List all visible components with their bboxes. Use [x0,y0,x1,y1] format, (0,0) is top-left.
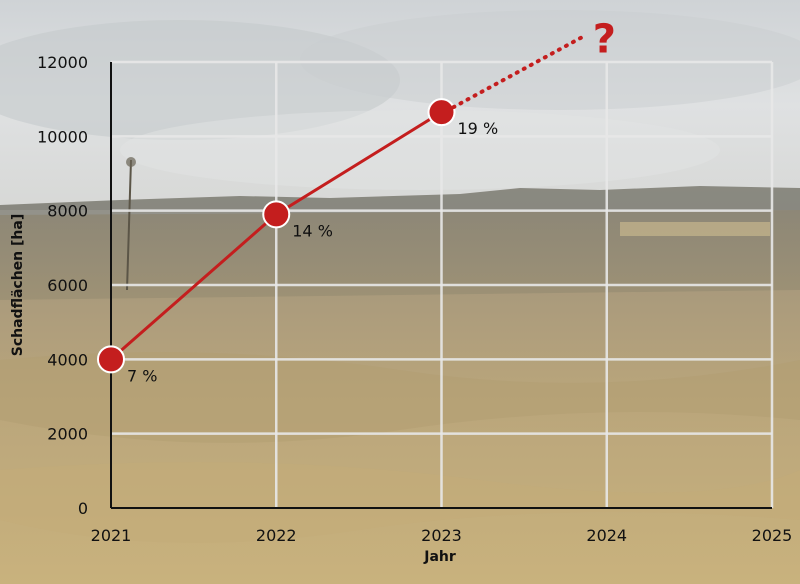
y-tick-label: 12000 [37,53,88,72]
x-tick-labels: 2021 2022 2023 2024 2025 [91,526,793,545]
data-label: 7 % [127,366,157,385]
projection-dotted-line [451,33,587,110]
data-point [262,200,291,229]
data-point [427,98,456,127]
y-tick-label: 10000 [37,127,88,146]
data-label: 19 % [458,119,499,138]
grid-lines [111,60,774,508]
x-tick-label: 2023 [421,526,462,545]
y-tick-label: 8000 [47,202,88,221]
data-point [97,345,125,374]
data-labels: 7 % 14 % 19 %? [127,17,616,386]
x-tick-label: 2024 [586,526,627,545]
axes [110,62,772,509]
projection-question-mark: ? [593,17,616,63]
y-tick-label: 4000 [47,350,88,369]
x-tick-label: 2025 [752,526,793,545]
x-tick-label: 2022 [256,526,297,545]
y-tick-label: 0 [78,499,88,518]
x-axis-title: Jahr [423,549,456,565]
y-axis-title: Schadflächen [ha] [10,214,26,356]
y-tick-label: 6000 [47,276,88,295]
data-series [97,33,587,374]
y-tick-labels: 0 2000 4000 6000 8000 10000 12000 [37,53,88,518]
x-tick-label: 2021 [91,526,132,545]
y-tick-label: 2000 [47,425,88,444]
data-label: 14 % [292,221,333,240]
